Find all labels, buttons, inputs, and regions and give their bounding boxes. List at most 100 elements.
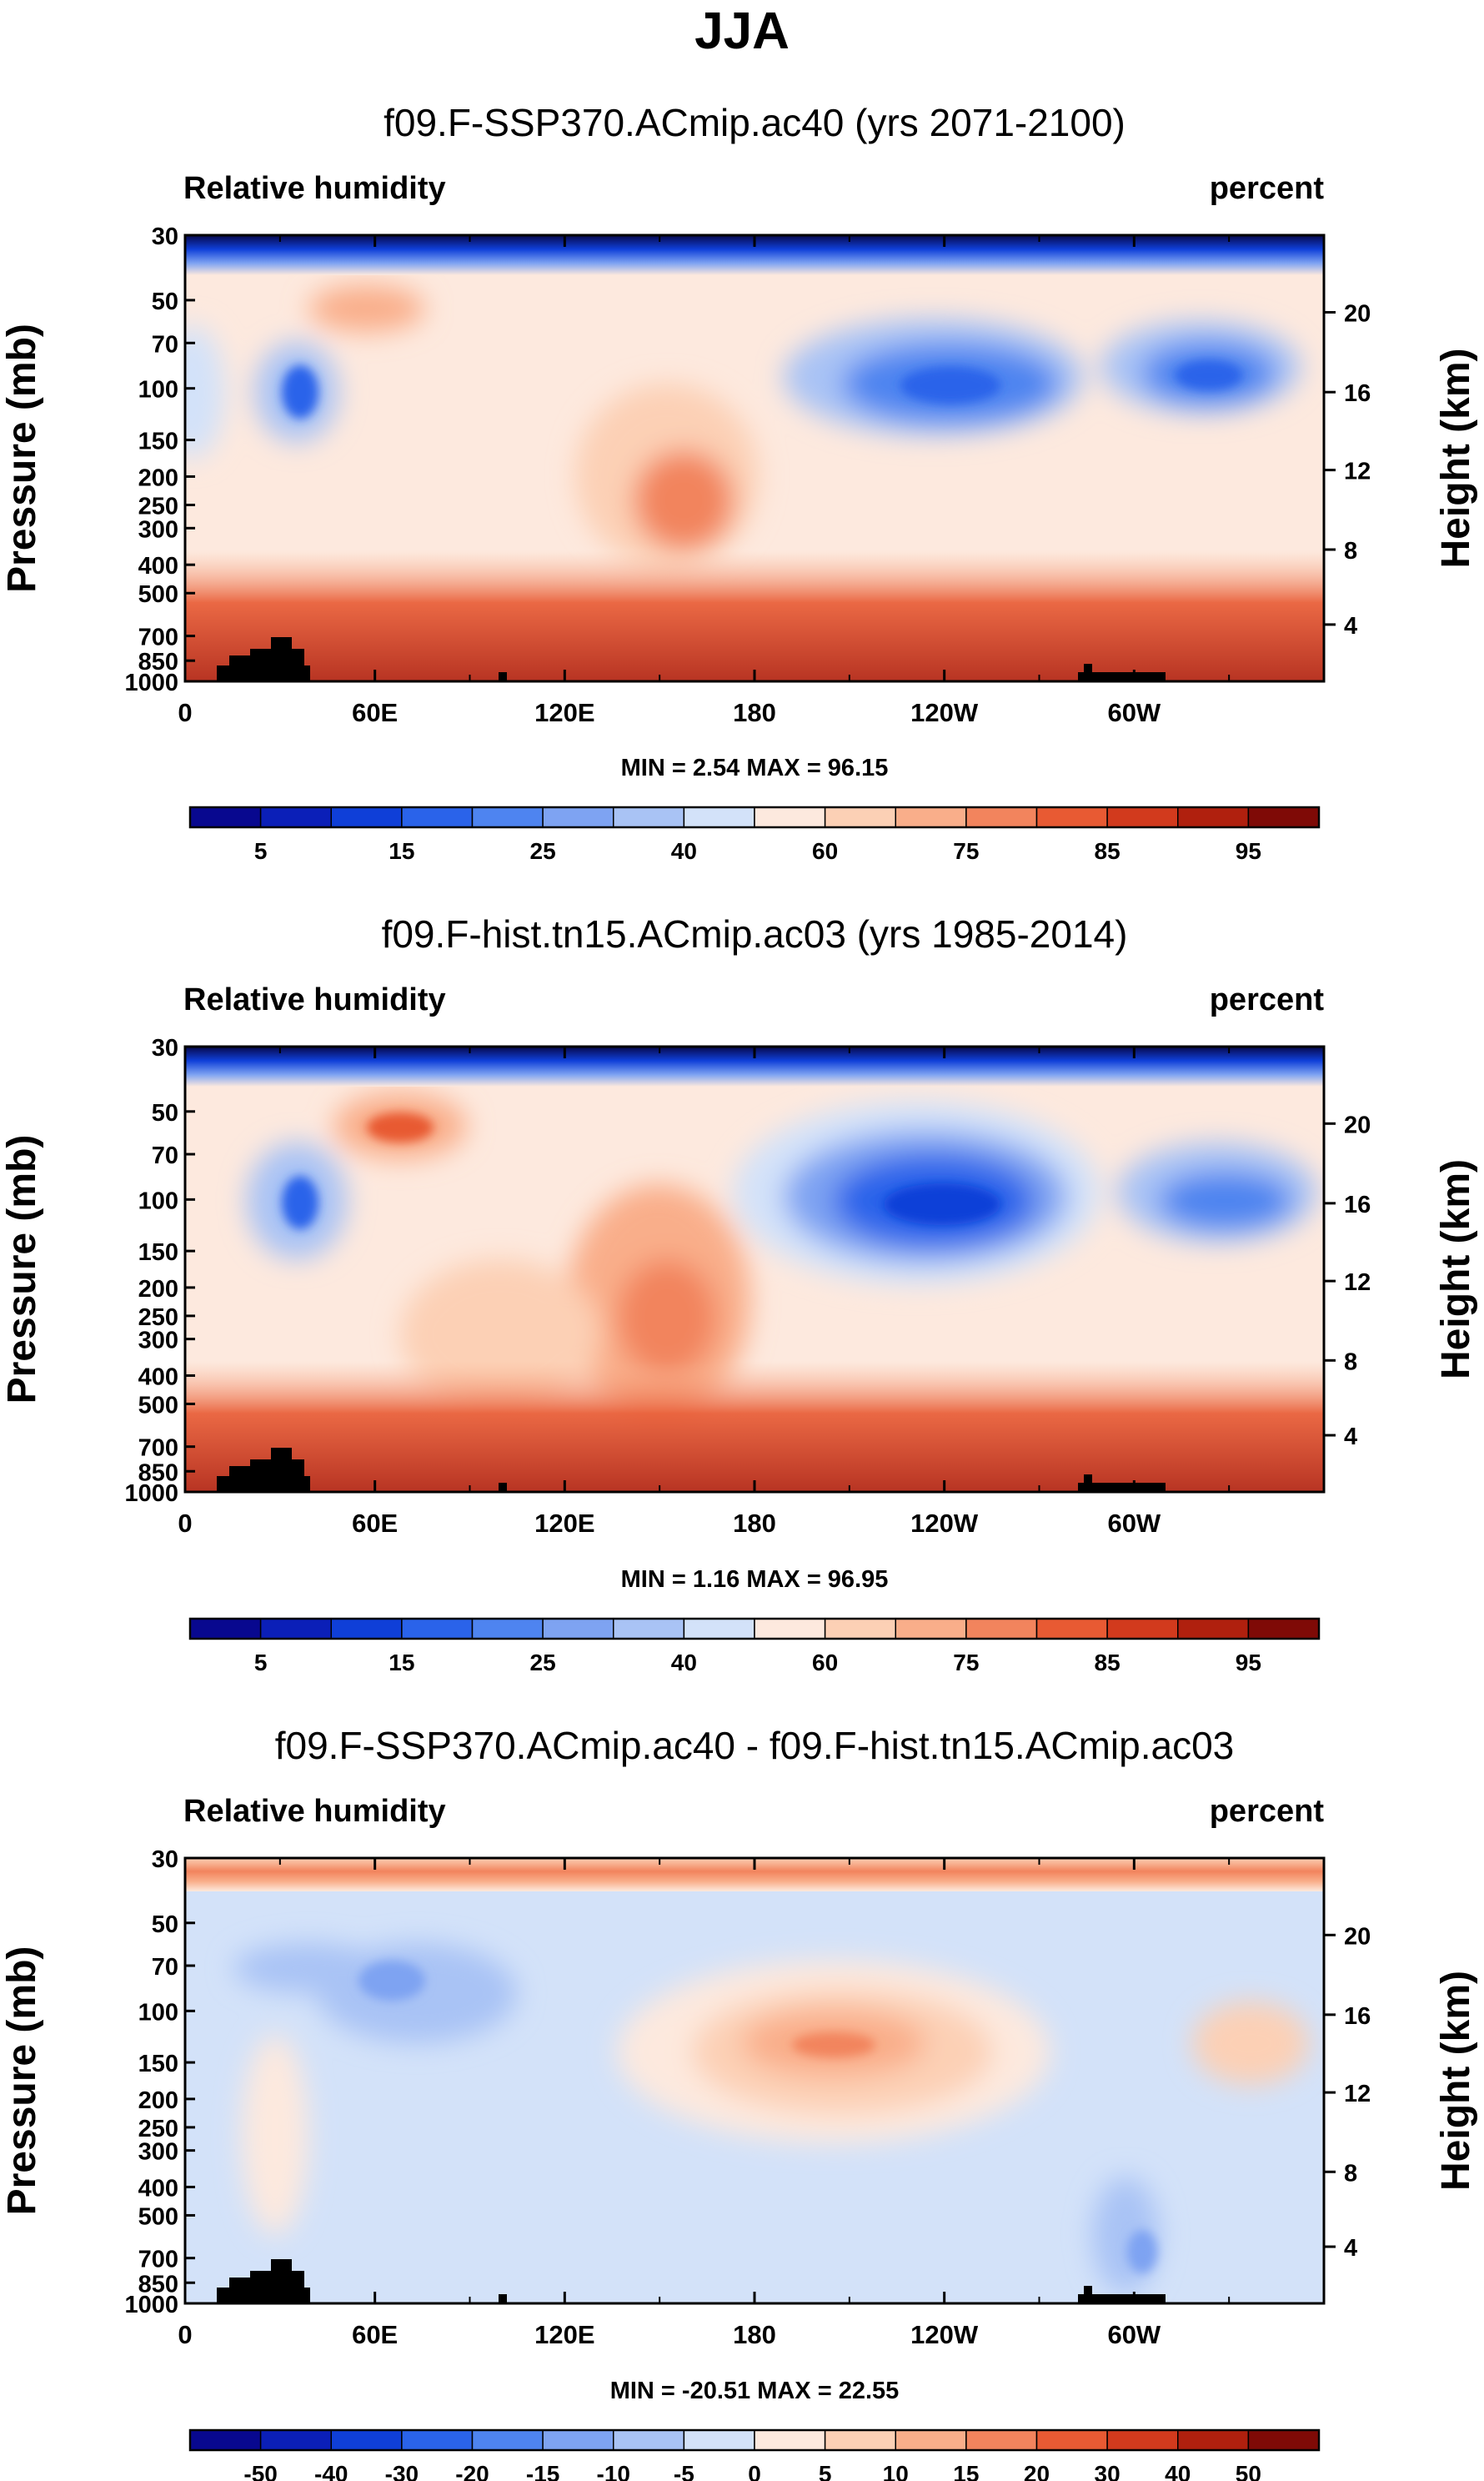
- panel-1-topography: [217, 637, 310, 681]
- colorbar-swatch: [1177, 2429, 1250, 2451]
- colorbar-swatch: [895, 1618, 967, 1640]
- colorbar-swatch: [330, 806, 403, 828]
- y-tick-label: 250: [138, 493, 178, 520]
- x-tick-label: 180: [733, 698, 776, 727]
- x-tick-label: 60W: [1107, 1509, 1161, 1538]
- y-right-tick-label: 20: [1344, 1112, 1371, 1138]
- x-tick-label: 120E: [534, 698, 594, 727]
- y-right-tick-label: 4: [1344, 2235, 1357, 2262]
- panel-2: f09.F-hist.tn15.ACmip.ac03 (yrs 1985-201…: [0, 912, 1478, 1675]
- y-tick-label: 300: [138, 1328, 178, 1354]
- colorbar-label: 85: [1095, 838, 1121, 864]
- colorbar-swatch: [259, 1618, 332, 1640]
- y-tick-label: 1000: [124, 1480, 178, 1507]
- colorbar-swatch: [683, 1618, 755, 1640]
- colorbar-swatch: [189, 806, 262, 828]
- panel-3-variable-label: Relative humidity: [183, 1794, 446, 1829]
- panel-2-title: f09.F-hist.tn15.ACmip.ac03 (yrs 1985-201…: [382, 912, 1128, 956]
- panel-3-topography-2: [499, 2294, 507, 2303]
- colorbar-swatch: [542, 806, 614, 828]
- colorbar-swatch: [824, 806, 896, 828]
- panel-1-variable-label: Relative humidity: [183, 171, 446, 206]
- colorbar-swatch: [471, 806, 544, 828]
- colorbar-label: 75: [953, 1650, 979, 1675]
- colorbar-swatch: [1247, 1618, 1320, 1640]
- colorbar-label: 95: [1236, 1650, 1261, 1675]
- colorbar-swatch: [965, 2429, 1038, 2451]
- panel-2-field: [185, 1047, 1324, 1492]
- y-tick-label: 400: [138, 553, 178, 580]
- x-tick-label: 0: [178, 1509, 192, 1538]
- y-tick-label: 400: [138, 2175, 178, 2202]
- panel-2-topography-3: [1078, 1474, 1166, 1492]
- x-tick-label: 60E: [352, 1509, 398, 1538]
- panel-1-topography-2: [499, 672, 507, 681]
- y-tick-label: 50: [152, 289, 178, 315]
- y-tick-label: 30: [152, 1846, 178, 1873]
- y-right-tick-label: 8: [1344, 538, 1357, 565]
- colorbar-frame: [188, 806, 1321, 829]
- colorbar-label: 50: [1236, 2461, 1261, 2481]
- panel-1-topography-3: [1078, 664, 1166, 681]
- y-right-tick-label: 8: [1344, 2160, 1357, 2187]
- colorbar-swatch: [1177, 1618, 1250, 1640]
- colorbar-label: 15: [953, 2461, 979, 2481]
- colorbar-label: 25: [530, 838, 556, 864]
- colorbar-swatch: [330, 2429, 403, 2451]
- x-tick-label: 120W: [910, 1509, 979, 1538]
- x-tick-label: 0: [178, 2320, 192, 2349]
- colorbar-swatch: [895, 806, 967, 828]
- panel-1-field: [185, 235, 1324, 681]
- colorbar-swatch: [1106, 806, 1179, 828]
- y-tick-label: 850: [138, 2271, 178, 2298]
- colorbar-swatch: [683, 806, 755, 828]
- colorbar-swatch: [471, 1618, 544, 1640]
- colorbar-swatch: [1247, 2429, 1320, 2451]
- colorbar-label: -50: [243, 2461, 277, 2481]
- y-tick-label: 30: [152, 223, 178, 250]
- y-tick-label: 200: [138, 2087, 178, 2114]
- x-tick-label: 120E: [534, 1509, 594, 1538]
- y-tick-label: 850: [138, 649, 178, 675]
- colorbar-swatch: [613, 2429, 685, 2451]
- panel-3-stats: MIN = -20.51 MAX = 22.55: [610, 2378, 900, 2404]
- colorbar-swatch: [683, 2429, 755, 2451]
- colorbar-swatch: [401, 1618, 474, 1640]
- colorbar-label: -15: [526, 2461, 559, 2481]
- colorbar-swatch: [965, 1618, 1038, 1640]
- colorbar-label: -5: [674, 2461, 694, 2481]
- y-tick-label: 500: [138, 2203, 178, 2230]
- colorbar-label: 60: [812, 838, 838, 864]
- y-tick-label: 200: [138, 1276, 178, 1303]
- panel-2-colorbar: 5 15 25 40 60 75 85 95: [188, 1617, 1321, 1675]
- panel-2-variable-label: Relative humidity: [183, 982, 446, 1017]
- colorbar-swatch: [1035, 2429, 1108, 2451]
- y-tick-label: 70: [152, 1143, 178, 1169]
- colorbar-swatch: [1106, 1618, 1179, 1640]
- figure-title: JJA: [694, 3, 790, 60]
- colorbar-label: 75: [953, 838, 979, 864]
- colorbar-swatch: [542, 2429, 614, 2451]
- y-tick-label: 250: [138, 2116, 178, 2142]
- panel-3: f09.F-SSP370.ACmip.ac40 - f09.F-hist.tn1…: [0, 1724, 1478, 2481]
- y-tick-label: 300: [138, 2139, 178, 2166]
- y-tick-label: 100: [138, 1999, 178, 2026]
- colorbar-swatch: [824, 2429, 896, 2451]
- colorbar-swatch: [754, 2429, 826, 2451]
- colorbar-swatch: [965, 806, 1038, 828]
- x-tick-label: 120E: [534, 2320, 594, 2349]
- panel-1-stats: MIN = 2.54 MAX = 96.15: [621, 755, 889, 781]
- panel-1: f09.F-SSP370.ACmip.ac40 (yrs 2071-2100) …: [0, 101, 1478, 864]
- colorbar-label: 40: [671, 838, 697, 864]
- colorbar-label: -20: [455, 2461, 489, 2481]
- x-tick-label: 180: [733, 1509, 776, 1538]
- y-tick-label: 700: [138, 2247, 178, 2273]
- panel-3-field: [185, 1858, 1324, 2303]
- x-tick-label: 60W: [1107, 698, 1161, 727]
- colorbar-swatch: [189, 2429, 262, 2451]
- y-axis-title: Pressure (mb): [0, 1946, 44, 2216]
- y-right-tick-label: 8: [1344, 1348, 1357, 1375]
